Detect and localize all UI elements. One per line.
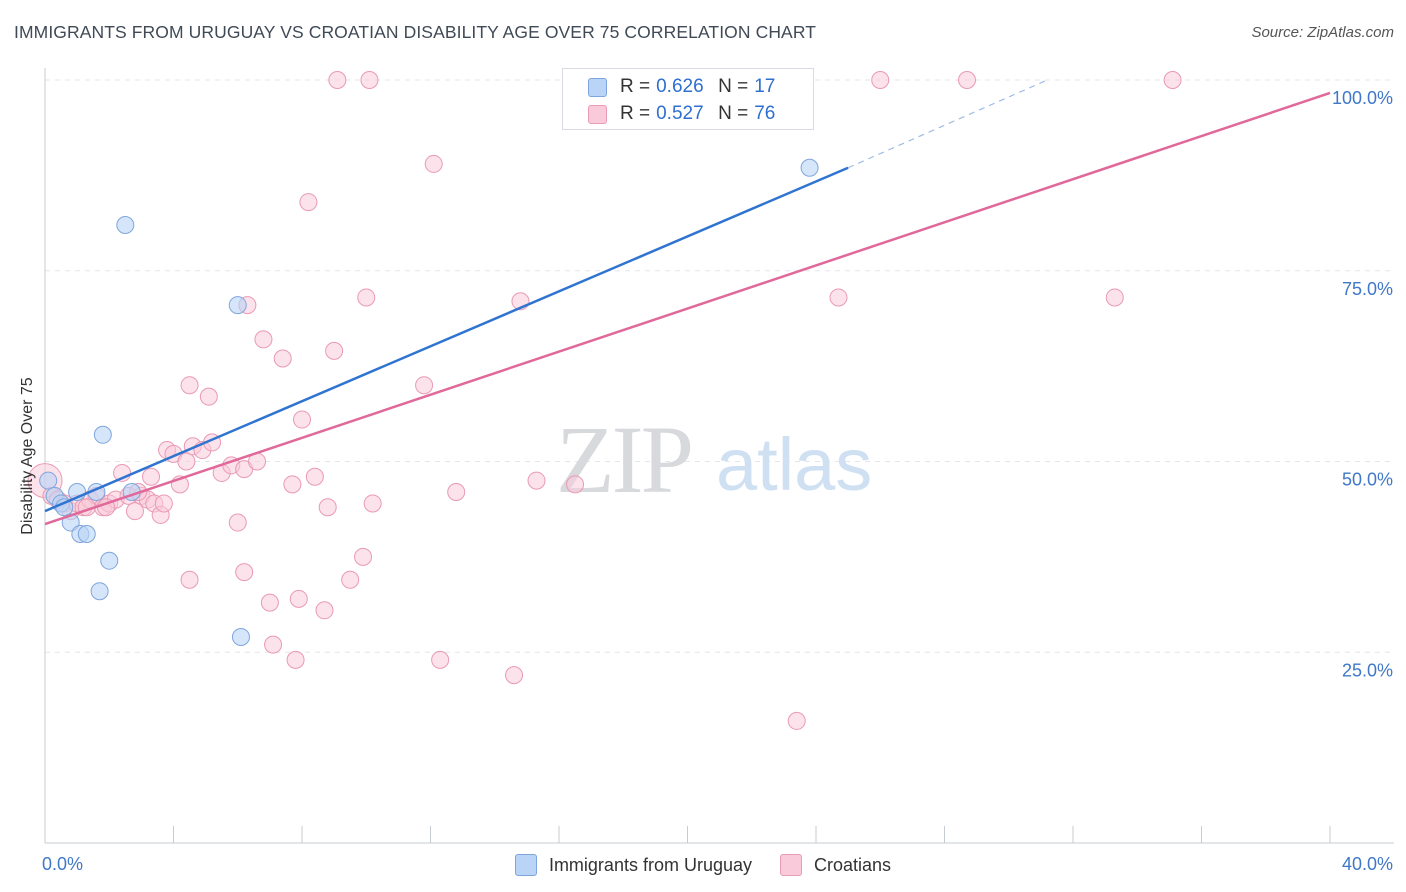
croatians-point — [354, 547, 373, 566]
y-tick-label: 50.0% — [1342, 470, 1393, 490]
croatians-point — [289, 589, 308, 608]
uruguay-points — [39, 158, 819, 646]
axes — [44, 68, 1394, 844]
croatians-point — [363, 494, 382, 513]
croatians-point — [180, 570, 199, 589]
croatians-point — [431, 650, 450, 669]
croatians-point — [328, 71, 347, 89]
legend-r-value: 0.527 — [656, 103, 704, 124]
croatians-point — [315, 601, 334, 620]
uruguay-trend-extension — [847, 79, 1048, 169]
croatians-point — [299, 193, 318, 212]
croatians-point — [142, 467, 161, 486]
uruguay-point — [93, 425, 112, 444]
croatians-points — [27, 71, 1182, 730]
croatians-point — [527, 471, 546, 490]
croatians-trend-line — [44, 91, 1331, 526]
y-tick-label: 25.0% — [1342, 660, 1393, 680]
uruguay-point — [90, 582, 109, 601]
legend-r-label: R = — [620, 76, 651, 97]
watermark-zip: ZIP — [556, 406, 691, 513]
legend-n-label: N = — [718, 103, 749, 124]
croatians-point — [235, 563, 254, 582]
croatians-point — [154, 494, 173, 513]
uruguay-trend-line — [44, 166, 849, 513]
legend-n-value: 17 — [754, 76, 776, 97]
croatians-point — [357, 288, 376, 307]
croatians-point — [360, 71, 379, 89]
croatians-point — [871, 71, 890, 89]
croatians-point — [447, 483, 466, 502]
legend-r-value: 0.626 — [656, 76, 704, 97]
legend-n-value: 76 — [754, 103, 776, 124]
uruguay-point — [231, 627, 250, 646]
legend-swatch-blue — [514, 854, 537, 876]
croatians-point — [180, 376, 199, 395]
croatians-point — [286, 650, 305, 669]
tick-labels: 25.0% 50.0% 75.0% 100.0% 0.0% 40.0% — [42, 88, 1393, 874]
croatians-point — [415, 376, 434, 395]
croatians-point — [1163, 71, 1182, 89]
legend-n-label: N = — [718, 76, 749, 97]
uruguay-point — [116, 215, 135, 234]
y-tick-label: 75.0% — [1342, 279, 1393, 299]
croatians-point — [199, 387, 218, 406]
croatians-point — [505, 666, 524, 685]
croatians-point — [424, 154, 443, 173]
uruguay-point — [100, 551, 119, 570]
correlation-legend: R = 0.626 N = 17 R = 0.527 N = 76 — [562, 68, 814, 130]
croatians-point — [787, 711, 806, 730]
croatians-point — [305, 467, 324, 486]
croatians-point — [177, 452, 196, 471]
croatians-point — [273, 349, 292, 368]
croatians-point — [957, 71, 976, 89]
croatians-point — [283, 475, 302, 494]
legend-swatch-blue — [588, 77, 607, 97]
y-axis-title: Disability Age Over 75 — [19, 377, 36, 535]
uruguay-point — [77, 524, 96, 543]
croatians-point — [228, 513, 247, 532]
croatians-point — [293, 410, 311, 429]
y-tick-label: 100.0% — [1332, 88, 1393, 108]
croatians-point — [254, 330, 273, 349]
legend-swatch-pink — [588, 104, 607, 124]
series-legend: Immigrants from Uruguay Croatians — [0, 851, 1406, 879]
croatians-point — [829, 288, 848, 307]
uruguay-point — [228, 296, 247, 315]
legend-label-croatians: Croatians — [814, 854, 892, 875]
source-label: Source: ZipAtlas.com — [1251, 24, 1394, 41]
uruguay-point — [800, 158, 819, 177]
legend-row-uruguay: R = 0.626 N = 17 — [588, 75, 775, 99]
watermark-atlas: atlas — [716, 423, 872, 506]
x-tick-label: 0.0% — [42, 854, 83, 874]
legend-swatch-pink — [780, 854, 802, 876]
legend-row-croatians: R = 0.527 N = 76 — [588, 102, 775, 126]
trend-lines — [44, 79, 1331, 526]
legend-r-label: R = — [620, 103, 651, 124]
croatians-point — [1105, 288, 1124, 307]
chart-title: IMMIGRANTS FROM URUGUAY VS CROATIAN DISA… — [14, 22, 817, 42]
croatians-point — [264, 635, 283, 654]
uruguay-point — [39, 471, 58, 490]
croatians-point — [125, 502, 144, 521]
croatians-point — [341, 570, 360, 589]
croatians-point — [260, 593, 279, 612]
watermark: ZIP atlas — [556, 406, 872, 513]
legend-item-uruguay[interactable]: Immigrants from Uruguay — [514, 854, 752, 876]
x-tick-label: 40.0% — [1342, 854, 1393, 874]
croatians-point — [318, 498, 337, 517]
croatians-point — [566, 475, 585, 494]
croatians-point — [325, 341, 344, 360]
legend-item-croatians[interactable]: Croatians — [780, 854, 891, 876]
legend-label-uruguay: Immigrants from Uruguay — [548, 854, 752, 875]
